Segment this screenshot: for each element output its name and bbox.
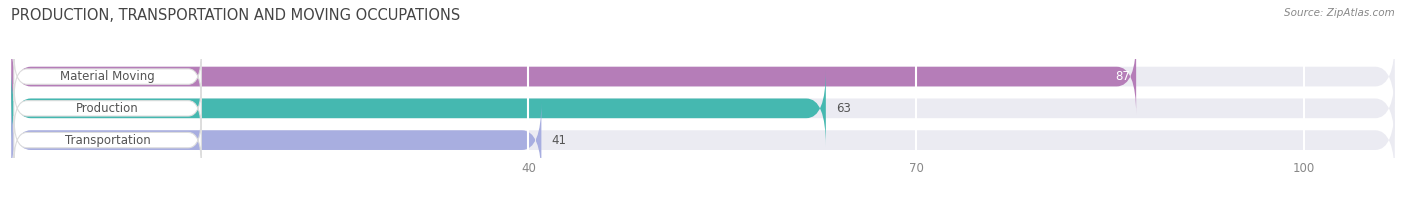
FancyBboxPatch shape	[14, 84, 201, 132]
FancyBboxPatch shape	[14, 52, 201, 101]
Text: PRODUCTION, TRANSPORTATION AND MOVING OCCUPATIONS: PRODUCTION, TRANSPORTATION AND MOVING OC…	[11, 8, 461, 23]
Text: 87: 87	[1115, 70, 1129, 83]
FancyBboxPatch shape	[11, 102, 1395, 178]
Text: Production: Production	[76, 102, 139, 115]
Text: 41: 41	[551, 134, 567, 147]
FancyBboxPatch shape	[11, 39, 1136, 114]
FancyBboxPatch shape	[11, 71, 825, 146]
Text: Source: ZipAtlas.com: Source: ZipAtlas.com	[1284, 8, 1395, 18]
FancyBboxPatch shape	[11, 71, 1395, 146]
Text: Material Moving: Material Moving	[60, 70, 155, 83]
Text: Transportation: Transportation	[65, 134, 150, 147]
FancyBboxPatch shape	[14, 116, 201, 164]
Text: 63: 63	[837, 102, 851, 115]
FancyBboxPatch shape	[11, 39, 1395, 114]
FancyBboxPatch shape	[11, 102, 541, 178]
